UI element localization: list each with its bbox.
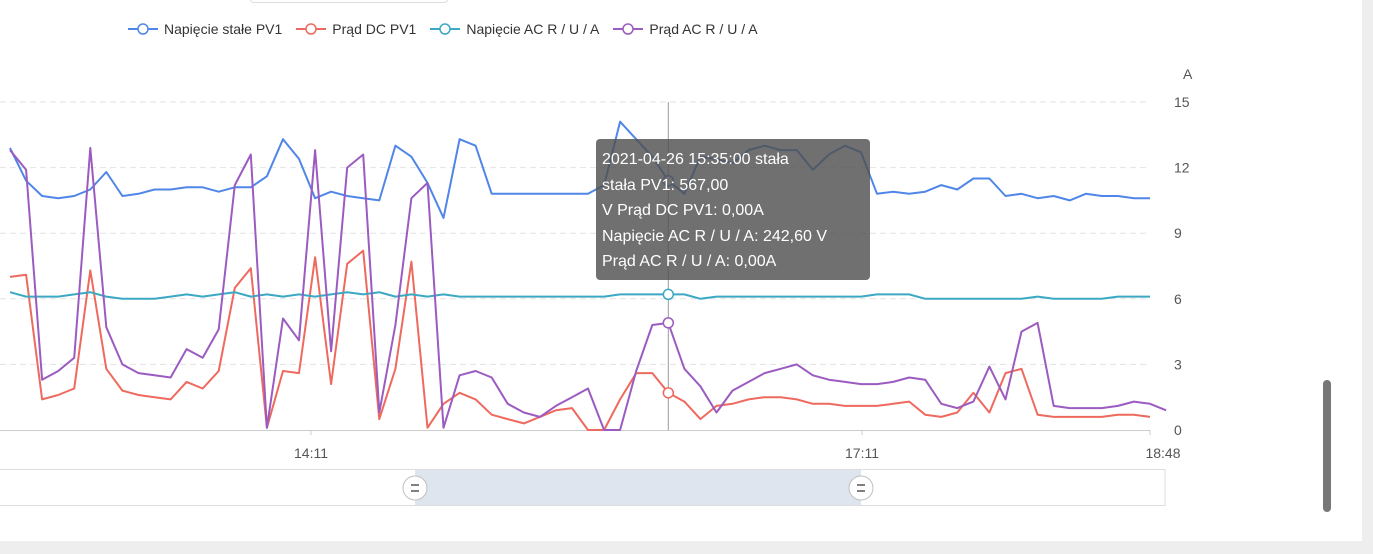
legend-label: Napięcie AC R / U / A bbox=[466, 21, 600, 37]
datazoom-handle-right[interactable] bbox=[848, 475, 874, 501]
x-tick-label: 17:11 bbox=[845, 445, 879, 461]
tooltip-line: Prąd AC R / U / A: 0,00A bbox=[602, 253, 777, 271]
highlight-point-2 bbox=[662, 288, 675, 301]
legend-symbol-icon bbox=[296, 22, 327, 36]
y-tick-label: 12 bbox=[1174, 160, 1190, 176]
legend-label: Napięcie stałe PV1 bbox=[164, 21, 283, 37]
highlight-point-3 bbox=[662, 317, 675, 329]
legend-item-ac-voltage[interactable]: Napięcie AC R / U / A bbox=[430, 21, 599, 37]
legend-symbol-icon bbox=[430, 22, 461, 36]
x-tick-label: 18:48 bbox=[1145, 445, 1180, 461]
y-tick-label: 9 bbox=[1174, 225, 1182, 241]
legend-label: Prąd AC R / U / A bbox=[649, 21, 758, 37]
y-tick-label: 15 bbox=[1174, 94, 1190, 110]
highlight-point-1 bbox=[662, 387, 675, 399]
page-scrollbar-thumb[interactable] bbox=[1323, 380, 1331, 512]
y-tick-label: 6 bbox=[1174, 291, 1182, 307]
series-line-2 bbox=[9, 291, 1150, 300]
datazoom-selection[interactable] bbox=[415, 470, 861, 505]
legend-item-pv1-voltage[interactable]: Napięcie stałe PV1 bbox=[128, 21, 282, 37]
datazoom-handle-left[interactable] bbox=[402, 475, 428, 501]
y-tick-label: 0 bbox=[1174, 422, 1182, 438]
data-tooltip: 2021-04-26 15:35:00 stała stała PV1: 567… bbox=[596, 139, 870, 280]
tooltip-line: Napięcie AC R / U / A: 242,60 V bbox=[602, 227, 828, 245]
y-axis-unit: A bbox=[1183, 66, 1193, 82]
chart-legend: Napięcie stałe PV1 Prąd DC PV1 Napięcie … bbox=[128, 18, 758, 40]
legend-label: Prąd DC PV1 bbox=[332, 21, 417, 37]
legend-symbol-icon bbox=[613, 22, 644, 36]
tooltip-line: V Prąd DC PV1: 0,00A bbox=[602, 202, 764, 220]
series-line-3 bbox=[9, 146, 1167, 431]
legend-item-pv1-current[interactable]: Prąd DC PV1 bbox=[296, 21, 416, 37]
x-tick-label: 14:11 bbox=[294, 445, 328, 461]
series-line-0 bbox=[9, 120, 1150, 219]
y-tick-label: 3 bbox=[1174, 356, 1182, 372]
series-line-1 bbox=[9, 249, 1151, 431]
legend-item-ac-current[interactable]: Prąd AC R / U / A bbox=[613, 21, 758, 37]
tooltip-line: stała PV1: 567,00 bbox=[602, 176, 729, 194]
legend-symbol-icon bbox=[128, 22, 158, 36]
tooltip-line: 2021-04-26 15:35:00 stała bbox=[602, 151, 789, 168]
